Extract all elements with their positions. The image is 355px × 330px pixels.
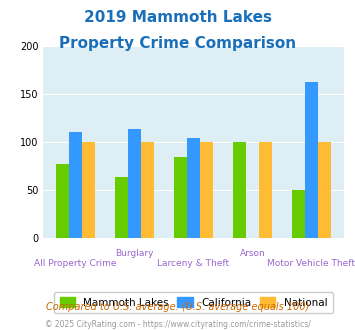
Bar	[115, 177, 128, 238]
Bar	[82, 142, 95, 238]
Bar	[69, 132, 82, 238]
Bar	[305, 82, 318, 238]
Bar	[174, 157, 187, 238]
Bar	[233, 142, 246, 238]
Text: Compared to U.S. average. (U.S. average equals 100): Compared to U.S. average. (U.S. average …	[46, 302, 309, 312]
Bar	[187, 138, 200, 238]
Text: Property Crime Comparison: Property Crime Comparison	[59, 36, 296, 51]
Bar	[259, 142, 272, 238]
Text: Motor Vehicle Theft: Motor Vehicle Theft	[267, 259, 355, 268]
Text: Larceny & Theft: Larceny & Theft	[157, 259, 230, 268]
Bar	[128, 129, 141, 238]
Bar	[292, 190, 305, 238]
Text: © 2025 CityRating.com - https://www.cityrating.com/crime-statistics/: © 2025 CityRating.com - https://www.city…	[45, 320, 310, 329]
Legend: Mammoth Lakes, California, National: Mammoth Lakes, California, National	[54, 292, 333, 313]
Bar	[141, 142, 154, 238]
Text: 2019 Mammoth Lakes: 2019 Mammoth Lakes	[83, 10, 272, 25]
Text: Arson: Arson	[240, 249, 265, 258]
Text: All Property Crime: All Property Crime	[34, 259, 117, 268]
Bar	[200, 142, 213, 238]
Bar	[318, 142, 331, 238]
Text: Burglary: Burglary	[115, 249, 154, 258]
Bar	[56, 164, 69, 238]
